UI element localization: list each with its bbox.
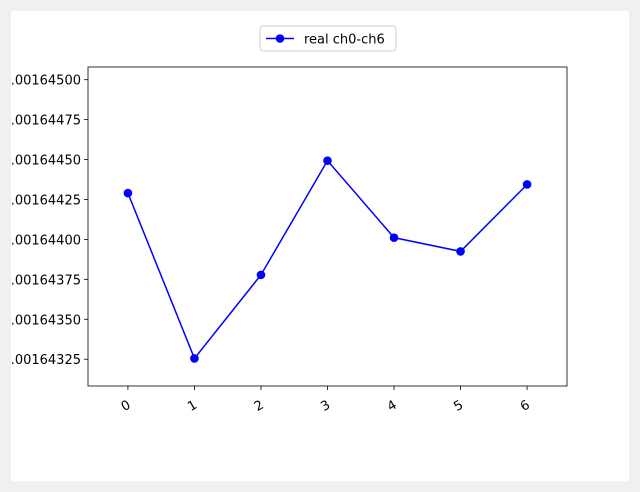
legend-box <box>259 25 397 52</box>
ticks: 0 1 2 3 4 5 6 .00164325 .00164350 .00164375 .00164… <box>11 66 568 415</box>
series <box>123 156 532 363</box>
legend: real ch0-ch6 <box>259 25 397 52</box>
x-tick-label: 3 <box>318 398 333 415</box>
x-tick-label: 5 <box>451 398 466 415</box>
plot-area <box>88 67 567 386</box>
data-point <box>256 270 266 280</box>
axes-frame <box>88 67 567 386</box>
data-point <box>123 188 133 198</box>
x-tick-label: 2 <box>252 398 267 415</box>
axes-spines <box>87 66 568 387</box>
y-tick-label: .00164325 <box>11 353 81 368</box>
x-tick-label: 1 <box>185 398 200 415</box>
data-point <box>323 156 332 165</box>
data-point <box>456 247 465 256</box>
line-chart: 0 1 2 3 4 5 6 .00164325 .00164350 .00164375 .00164… <box>11 25 568 415</box>
y-tick-label: .00164400 <box>11 233 81 248</box>
legend-label: real ch0-ch6 <box>304 33 385 48</box>
x-tick-label: 4 <box>385 398 400 415</box>
x-tick-label: 0 <box>119 398 134 415</box>
y-tick-label: .00164500 <box>11 74 81 89</box>
figure: 0 1 2 3 4 5 6 .00164325 .00164350 .00164375 .00164… <box>11 11 629 481</box>
legend-marker <box>275 34 285 43</box>
y-tick-label: .00164450 <box>11 154 81 169</box>
y-tick-label: .00164375 <box>11 273 81 288</box>
x-tick-label: 6 <box>518 398 533 415</box>
y-tick-label: .00164350 <box>11 313 81 328</box>
y-tick-label: .00164475 <box>11 114 81 129</box>
data-point <box>190 354 199 363</box>
data-point <box>522 180 532 189</box>
y-tick-label: .00164425 <box>11 193 81 208</box>
data-point <box>389 233 399 242</box>
